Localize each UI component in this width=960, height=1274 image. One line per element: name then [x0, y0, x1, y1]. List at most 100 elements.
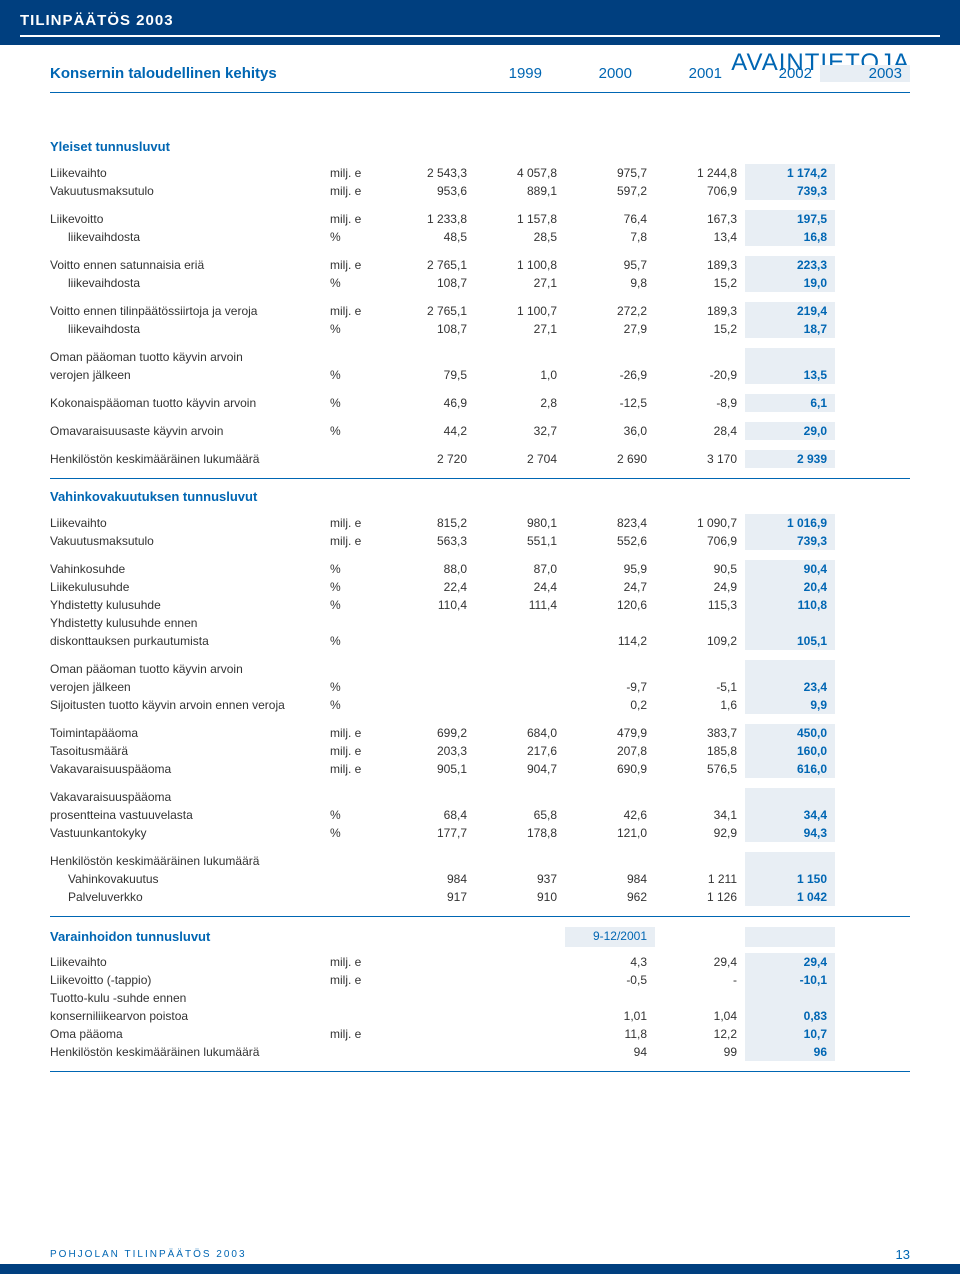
row-unit: %	[330, 274, 385, 292]
cell: 739,3	[745, 182, 835, 200]
row-unit: %	[330, 228, 385, 246]
header-bar: TILINPÄÄTÖS 2003	[0, 0, 960, 45]
cell	[385, 1043, 475, 1061]
cell: 1 211	[655, 870, 745, 888]
row-label: Omavaraisuusaste käyvin arvoin	[50, 422, 330, 440]
table-row: Vakavaraisuuspääomamilj. e905,1904,7690,…	[50, 760, 910, 778]
cell: 23,4	[745, 678, 835, 696]
row-label: konserniliikearvon poistoa	[50, 1007, 330, 1025]
table-row: Oma pääomamilj. e11,812,210,7	[50, 1025, 910, 1043]
year-2003: 2003	[820, 65, 910, 82]
cell: 29,4	[745, 953, 835, 971]
cell: 1 244,8	[655, 164, 745, 182]
cell	[475, 971, 565, 989]
row-label: Liikevoitto (-tappio)	[50, 971, 330, 989]
cell: 110,8	[745, 596, 835, 614]
cell: 9,8	[565, 274, 655, 292]
cell: 95,7	[565, 256, 655, 274]
cell: 99	[655, 1043, 745, 1061]
cell	[745, 788, 835, 806]
cell: 185,8	[655, 742, 745, 760]
cell: 90,4	[745, 560, 835, 578]
row-unit	[330, 660, 385, 678]
cell: 24,9	[655, 578, 745, 596]
cell: -	[655, 971, 745, 989]
row-label: Vakavaraisuuspääoma	[50, 760, 330, 778]
row-unit: %	[330, 560, 385, 578]
page-number: 13	[896, 1247, 910, 1262]
cell	[385, 696, 475, 714]
row-unit	[330, 788, 385, 806]
cell: 223,3	[745, 256, 835, 274]
table-row: Oman pääoman tuotto käyvin arvoin	[50, 660, 910, 678]
cell	[565, 989, 655, 1007]
row-unit	[330, 989, 385, 1007]
row-label: verojen jälkeen	[50, 678, 330, 696]
row-unit	[330, 1043, 385, 1061]
cell	[385, 348, 475, 366]
cell	[475, 989, 565, 1007]
cell: 28,5	[475, 228, 565, 246]
row-unit: milj. e	[330, 182, 385, 200]
row-label: liikevaihdosta	[50, 320, 330, 338]
row-label: Vakuutusmaksutulo	[50, 182, 330, 200]
row-unit: milj. e	[330, 1025, 385, 1043]
cell: 94	[565, 1043, 655, 1061]
cell: 4 057,8	[475, 164, 565, 182]
cell	[475, 788, 565, 806]
content: Yleiset tunnusluvut Liikevaihtomilj. e2 …	[0, 103, 960, 1072]
table-row: Palveluverkko9179109621 1261 042	[50, 888, 910, 906]
row-unit: %	[330, 320, 385, 338]
cell: 984	[565, 870, 655, 888]
cell: 984	[385, 870, 475, 888]
cell	[385, 632, 475, 650]
header-rule	[50, 92, 910, 93]
footer-text: POHJOLAN TILINPÄÄTÖS 2003	[50, 1249, 247, 1260]
row-label: Oman pääoman tuotto käyvin arvoin	[50, 660, 330, 678]
cell: 953,6	[385, 182, 475, 200]
table-row: Liikevaihtomilj. e815,2980,1823,41 090,7…	[50, 514, 910, 532]
cell: 197,5	[745, 210, 835, 228]
cell: 12,2	[655, 1025, 745, 1043]
cell: 2 543,3	[385, 164, 475, 182]
cell: 94,3	[745, 824, 835, 842]
cell: 272,2	[565, 302, 655, 320]
table-row: liikevaihdosta%48,528,57,813,416,8	[50, 228, 910, 246]
row-label: Yhdistetty kulusuhde	[50, 596, 330, 614]
row-label: Vakuutusmaksutulo	[50, 532, 330, 550]
cell: 1 150	[745, 870, 835, 888]
table-row: Henkilöstön keskimääräinen lukumäärä2 72…	[50, 450, 910, 468]
cell: 1,01	[565, 1007, 655, 1025]
cell: 980,1	[475, 514, 565, 532]
cell: 1 016,9	[745, 514, 835, 532]
row-label: Kokonaispääoman tuotto käyvin arvoin	[50, 394, 330, 412]
row-unit: milj. e	[330, 724, 385, 742]
table-row: Voitto ennen tilinpäätössiirtoja ja vero…	[50, 302, 910, 320]
cell: 219,4	[745, 302, 835, 320]
row-label: Toimintapääoma	[50, 724, 330, 742]
cell: 96	[745, 1043, 835, 1061]
cell	[745, 660, 835, 678]
cell: 68,4	[385, 806, 475, 824]
table-row: Liikekulusuhde%22,424,424,724,920,4	[50, 578, 910, 596]
cell: 79,5	[385, 366, 475, 384]
cell	[385, 788, 475, 806]
row-unit	[330, 870, 385, 888]
cell: 29,0	[745, 422, 835, 440]
cell: 92,9	[655, 824, 745, 842]
cell	[385, 971, 475, 989]
row-unit: milj. e	[330, 210, 385, 228]
cell: 10,7	[745, 1025, 835, 1043]
row-unit: milj. e	[330, 532, 385, 550]
table-row: Liikevoitto (-tappio)milj. e-0,5--10,1	[50, 971, 910, 989]
cell: 1 233,8	[385, 210, 475, 228]
cell	[565, 348, 655, 366]
cell: 160,0	[745, 742, 835, 760]
row-unit: milj. e	[330, 742, 385, 760]
row-label: Tuotto-kulu -suhde ennen	[50, 989, 330, 1007]
cell: 121,0	[565, 824, 655, 842]
row-label: Vakavaraisuuspääoma	[50, 788, 330, 806]
cell: 27,9	[565, 320, 655, 338]
row-label: Henkilöstön keskimääräinen lukumäärä	[50, 450, 330, 468]
section2-rule	[50, 916, 910, 917]
